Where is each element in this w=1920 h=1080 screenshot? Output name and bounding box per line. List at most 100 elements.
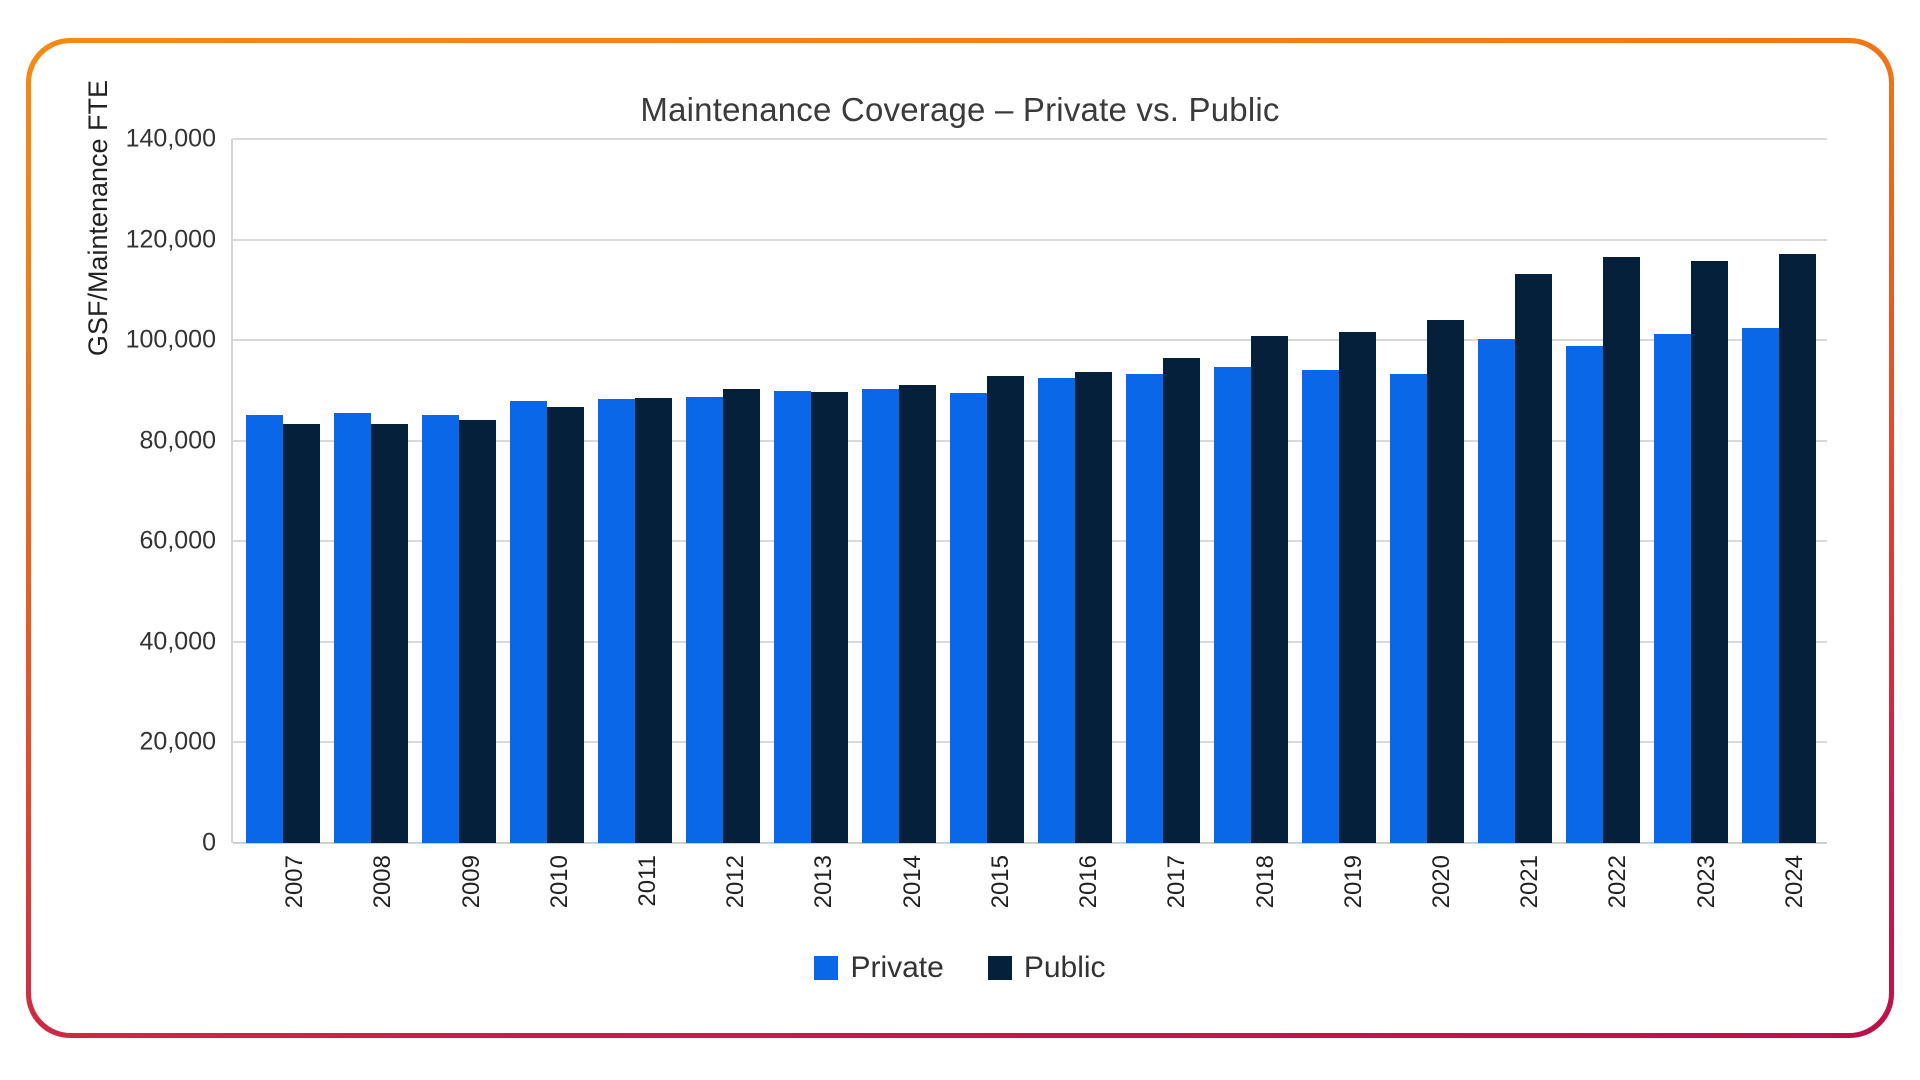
x-axis-tick-label: 2011 xyxy=(633,855,661,907)
bar-public[interactable] xyxy=(547,406,584,843)
bar-public[interactable] xyxy=(371,423,408,843)
bar-private[interactable] xyxy=(334,413,371,843)
bar-group xyxy=(1295,139,1383,843)
y-axis-tick-label: 100,000 xyxy=(125,325,216,354)
x-axis-tick-label: 2012 xyxy=(722,855,750,909)
gridline xyxy=(233,741,1827,744)
y-axis-tick-label: 80,000 xyxy=(139,426,216,455)
gridline xyxy=(233,138,1827,140)
bar-public[interactable] xyxy=(1515,273,1552,843)
x-axis-tick-label: 2015 xyxy=(986,855,1014,909)
chart-card: Maintenance Coverage – Private vs. Publi… xyxy=(26,38,1894,1038)
bar-private[interactable] xyxy=(510,401,547,843)
bar-group xyxy=(1559,139,1647,843)
x-axis-tick-label: 2022 xyxy=(1604,855,1632,909)
legend-item-public[interactable]: Public xyxy=(987,951,1106,985)
y-axis-tick-label: 60,000 xyxy=(139,526,216,555)
x-axis-tick-label: 2008 xyxy=(369,855,397,909)
bar-private[interactable] xyxy=(1038,378,1075,843)
bar-public[interactable] xyxy=(1691,260,1728,843)
bar-group xyxy=(1471,139,1559,843)
y-axis-tick-label: 0 xyxy=(202,828,216,857)
bar-public[interactable] xyxy=(1251,335,1288,843)
bar-public[interactable] xyxy=(899,384,936,843)
bar-public[interactable] xyxy=(635,398,672,843)
bar-public[interactable] xyxy=(1427,320,1464,843)
y-axis-tick-label: 40,000 xyxy=(139,627,216,656)
bar-public[interactable] xyxy=(1163,358,1200,843)
bar-group xyxy=(1735,139,1823,843)
legend-label: Private xyxy=(850,951,944,984)
bar-private[interactable] xyxy=(950,393,987,843)
bar-private[interactable] xyxy=(862,388,899,843)
x-axis-tick-label: 2020 xyxy=(1427,855,1455,909)
bar-group xyxy=(327,139,415,843)
bar-group xyxy=(591,139,679,843)
bar-group xyxy=(855,139,943,843)
plot-wrapper: GSF/Maintenance FTE 140,000 120,000 100,00… xyxy=(31,43,1889,1033)
gridline xyxy=(233,540,1827,543)
gridline xyxy=(233,842,1827,844)
bar-public[interactable] xyxy=(1779,254,1816,843)
bar-public[interactable] xyxy=(1339,332,1376,843)
bar-private[interactable] xyxy=(1126,374,1163,843)
bar-private[interactable] xyxy=(422,415,459,843)
bar-private[interactable] xyxy=(1214,366,1251,843)
bar-group xyxy=(1119,139,1207,843)
x-axis-tick-label: 2016 xyxy=(1075,855,1103,909)
bar-public[interactable] xyxy=(283,423,320,843)
bar-group xyxy=(503,139,591,843)
legend-item-private[interactable]: Private xyxy=(814,951,944,985)
bar-group xyxy=(239,139,327,843)
x-axis-tick-label: 2009 xyxy=(457,855,485,909)
y-axis-tick-label: 140,000 xyxy=(125,124,216,153)
chart-legend: Private Public xyxy=(31,951,1889,985)
bar-public[interactable] xyxy=(987,375,1024,843)
bar-groups xyxy=(235,139,1827,843)
bar-private[interactable] xyxy=(598,398,635,843)
x-axis-tick-label: 2010 xyxy=(545,855,573,909)
x-axis-tick-label: 2024 xyxy=(1780,855,1808,909)
gridline xyxy=(233,439,1827,442)
y-axis-tick-label: 20,000 xyxy=(139,727,216,756)
bar-private[interactable] xyxy=(1654,334,1691,843)
bar-public[interactable] xyxy=(1603,256,1640,843)
bar-public[interactable] xyxy=(811,392,848,843)
bar-group xyxy=(1647,139,1735,843)
bar-private[interactable] xyxy=(1302,369,1339,843)
bar-group xyxy=(1207,139,1295,843)
bar-private[interactable] xyxy=(1390,374,1427,843)
bar-private[interactable] xyxy=(1478,338,1515,843)
gridline xyxy=(233,238,1827,241)
bar-private[interactable] xyxy=(246,414,283,843)
private-swatch xyxy=(814,956,839,980)
chart-title: Maintenance Coverage – Private vs. Publi… xyxy=(640,91,1280,128)
chart-card-inner: Maintenance Coverage – Private vs. Publi… xyxy=(31,43,1889,1033)
gridline xyxy=(233,640,1827,643)
x-axis-tick-label: 2014 xyxy=(898,855,926,909)
bar-group xyxy=(679,139,767,843)
gridline xyxy=(233,339,1827,342)
x-axis-tick-label: 2023 xyxy=(1692,855,1720,909)
bar-private[interactable] xyxy=(686,397,723,843)
bar-group xyxy=(767,139,855,843)
x-axis-tick-label: 2013 xyxy=(810,855,838,909)
bar-private[interactable] xyxy=(1742,328,1779,843)
legend-label: Public xyxy=(1023,951,1106,984)
bar-private[interactable] xyxy=(774,390,811,843)
bar-public[interactable] xyxy=(459,419,496,843)
y-axis-tick-label: 120,000 xyxy=(125,225,216,254)
x-axis-tick-label: 2017 xyxy=(1163,855,1191,909)
bar-private[interactable] xyxy=(1566,346,1603,843)
plot-area xyxy=(231,138,1827,844)
bar-group xyxy=(415,139,503,843)
x-axis-tick-label: 2018 xyxy=(1251,855,1279,909)
bar-public[interactable] xyxy=(723,388,760,843)
public-swatch xyxy=(987,956,1012,980)
bar-group xyxy=(943,139,1031,843)
x-axis-tick-label: 2019 xyxy=(1339,855,1367,909)
x-axis-tick-label: 2021 xyxy=(1516,855,1544,909)
x-axis-tick-label: 2007 xyxy=(281,855,309,909)
bar-group xyxy=(1383,139,1471,843)
bar-public[interactable] xyxy=(1075,371,1112,843)
